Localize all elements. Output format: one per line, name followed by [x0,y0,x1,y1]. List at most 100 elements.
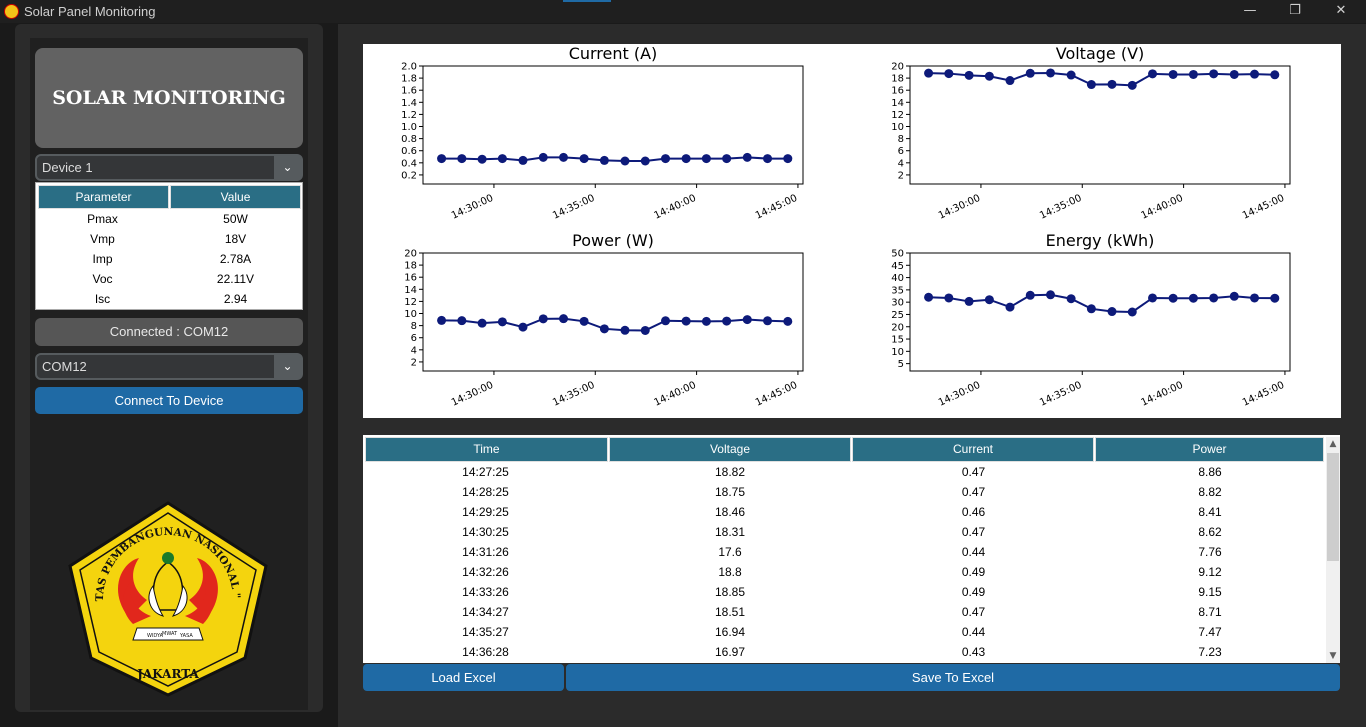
data-point [579,154,589,164]
data-point [1046,68,1056,78]
data-header-power: Power [1095,437,1324,462]
data-point [559,152,569,162]
y-tick-label: 1.0 [401,122,417,133]
power-cell: 7.76 [1198,545,1222,559]
charts-area: Current (A) 0.2 0.4 0.6 0.8 1.0 1.2 1.4 1.6 1.8 2.… [363,44,1341,418]
power-cell: 9.15 [1198,585,1222,599]
window-title: Solar Panel Monitoring [24,4,156,19]
minimize-button[interactable]: — [1243,3,1257,18]
x-tick-label: 14:35:00 [1038,193,1083,222]
chevron-down-icon[interactable]: ⌄ [274,154,301,181]
y-tick-label: 50 [891,249,904,260]
x-tick-label: 14:35:00 [551,193,596,222]
time-cell: 14:34:27 [462,605,509,619]
chart-frame [422,65,804,185]
data-point [1188,293,1198,303]
data-point [1107,79,1117,89]
y-tick-label: 16 [891,86,904,97]
power-cell: 8.82 [1198,485,1222,499]
y-tick-label: 14 [891,98,904,109]
x-tick-label: 14:30:00 [450,193,495,222]
data-point [701,316,711,326]
param-name: Pmax [87,212,118,226]
data-point [497,317,507,327]
emblem-ribbon-text: WIDYA [147,633,164,639]
chart-frame [909,252,1291,372]
series-line [441,156,788,163]
y-tick-label: 14 [404,285,417,296]
title-bar: Solar Panel Monitoring — ❐ ✕ [0,0,1366,23]
current-cell: 0.47 [961,525,986,539]
power-cell: 8.71 [1198,605,1222,619]
x-tick-label: 14:45:00 [754,380,799,409]
y-tick-label: 2.0 [401,62,417,73]
data-point [763,154,773,164]
voltage-cell: 16.94 [714,625,746,639]
scroll-thumb[interactable] [1327,453,1339,561]
power-cell: 8.86 [1198,465,1222,479]
chart-title: Voltage (V) [1056,44,1145,63]
voltage-cell: 18.82 [714,465,746,479]
x-tick-label: 14:40:00 [1140,193,1185,222]
chart-title: Power (W) [572,231,654,250]
y-tick-label: 35 [891,285,904,296]
y-tick-label: 12 [404,297,417,308]
scroll-down-icon[interactable]: ▼ [1329,651,1337,661]
data-point [1046,290,1056,300]
y-tick-label: 1.4 [401,98,417,109]
chart-title: Energy (kWh) [1046,231,1155,250]
y-tick-label: 18 [891,74,904,85]
y-tick-label: 30 [891,298,904,309]
chart-frame [422,252,804,372]
y-tick-label: 4 [898,158,904,169]
port-select[interactable]: COM12 ⌄ [35,353,303,380]
connect-button[interactable]: Connect To Device [35,387,303,414]
voltage-cell: 18.51 [714,605,746,619]
table-scrollbar[interactable]: ▲ ▼ [1326,437,1340,663]
device-select[interactable]: Device 1 ⌄ [35,154,303,181]
param-header-value: Value [170,185,301,209]
data-point [1025,290,1035,300]
data-point [1270,293,1280,303]
y-tick-label: 12 [891,110,904,121]
y-tick-label: 0.8 [401,134,417,145]
voltage-cell: 17.6 [718,545,742,559]
data-point [599,155,609,165]
data-point [964,70,974,80]
y-tick-label: 45 [891,261,904,272]
emblem-city-text: JAKARTA [136,667,199,681]
y-tick-label: 0.4 [401,158,417,169]
power-cell: 9.12 [1198,565,1222,579]
x-tick-label: 14:40:00 [1140,380,1185,409]
data-point [944,69,954,79]
current-cell: 0.43 [961,645,986,659]
param-value: 50W [223,212,248,226]
x-tick-label: 14:30:00 [450,380,495,409]
close-button[interactable]: ✕ [1335,3,1347,18]
y-tick-label: 8 [898,134,904,145]
y-tick-label: 10 [404,309,417,320]
voltage-cell: 18.46 [714,505,746,519]
restore-button[interactable]: ❐ [1289,3,1301,18]
y-tick-label: 5 [898,359,904,370]
data-point [477,318,487,328]
x-tick-label: 14:40:00 [653,380,698,409]
current-cell: 0.47 [961,485,986,499]
data-point [984,295,994,305]
data-point [579,316,589,326]
load-excel-button[interactable]: Load Excel [363,664,564,691]
save-excel-button[interactable]: Save To Excel [566,664,1340,691]
y-tick-label: 10 [891,347,904,358]
chevron-down-icon[interactable]: ⌄ [274,353,301,380]
data-header-current: Current [852,437,1094,462]
scroll-up-icon[interactable]: ▲ [1329,439,1337,449]
connection-status: Connected : COM12 [35,318,303,346]
data-header-voltage: Voltage [609,437,851,462]
param-name: Voc [92,272,113,286]
data-point [1086,304,1096,314]
param-header-parameter: Parameter [38,185,169,209]
y-tick-label: 4 [411,345,417,356]
x-tick-label: 14:35:00 [551,380,596,409]
y-tick-label: 40 [891,273,904,284]
table-row: 14:31:26 17.6 0.44 7.76 [363,542,1325,562]
